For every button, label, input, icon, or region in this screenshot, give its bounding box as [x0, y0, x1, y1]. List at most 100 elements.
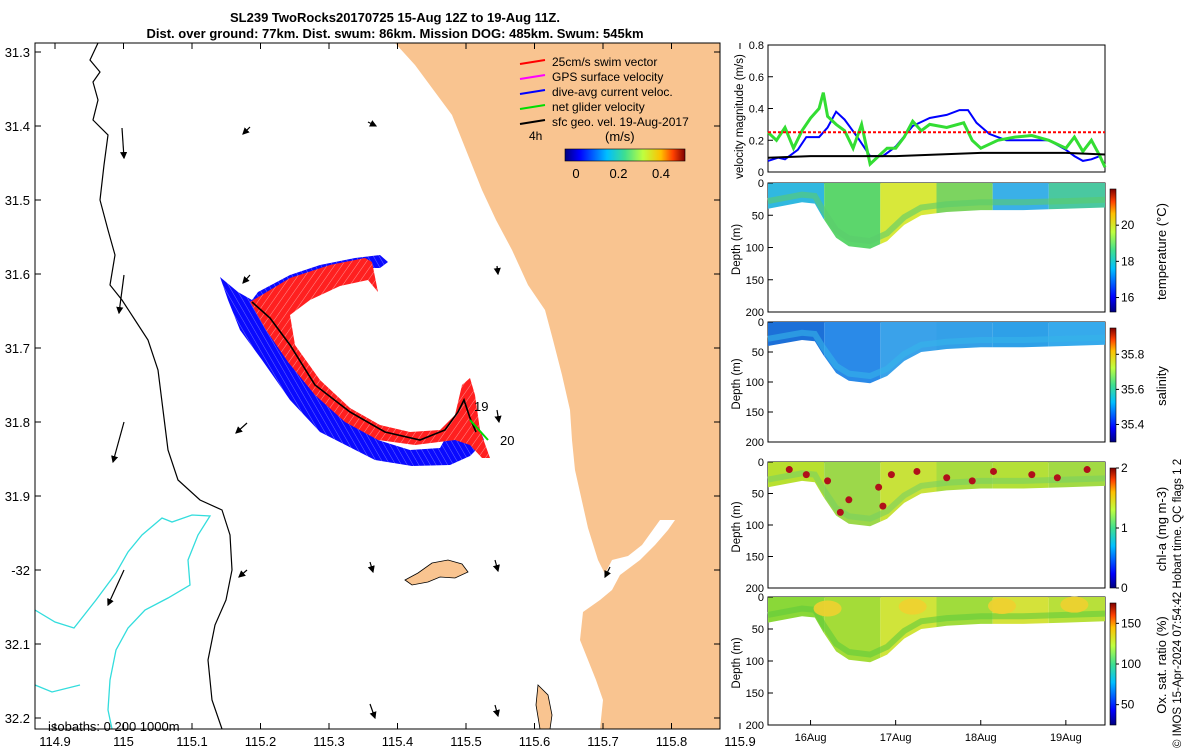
chl-a-high-point: [913, 467, 921, 475]
colorbar-tick-label: 0.4: [652, 166, 670, 181]
velocity-y-tick-label: 0.8: [749, 40, 764, 52]
garden-island: [404, 559, 469, 586]
legend-swatch: [519, 104, 546, 110]
section-deep-band: [767, 329, 1106, 380]
isobath-1000: [35, 514, 212, 729]
section-data-region: [992, 462, 1049, 489]
ox-sat-high-patch: [898, 598, 927, 615]
section-deep-band: [767, 470, 1106, 522]
figure-title: SL239 TwoRocks20170725 15-Aug 12Z to 19-…: [0, 10, 790, 42]
colorbar-tick-label: 100: [1121, 657, 1141, 671]
geo-arrow: [369, 703, 377, 720]
geo-arrow: [235, 422, 248, 434]
geo-arrow: [604, 566, 611, 579]
lon-tick-label: 115.3: [313, 734, 345, 749]
geo-arrow: [494, 409, 502, 424]
section-y-tick-label: 50: [752, 489, 764, 501]
legend-swatch: [519, 119, 546, 125]
section-data-region: [936, 597, 993, 628]
lat-tick-label: 31.6: [5, 267, 30, 282]
velocity-axes-box: [767, 44, 1106, 173]
section-y-tick-label: 200: [746, 437, 764, 449]
section-y-tick-label: 100: [746, 243, 764, 255]
section-y-tick-label: 200: [746, 720, 764, 732]
section-y-tick-label: 0: [758, 457, 764, 469]
title-line-2: Dist. over ground: 77km. Dist. swum: 86k…: [146, 26, 644, 41]
velocity-series-line: [766, 92, 1107, 168]
chl-a-high-point: [968, 477, 976, 485]
colorbar-label: salinity: [1154, 366, 1169, 406]
section-colorbar: [1109, 602, 1117, 726]
legend-label: sfc geo. vel. 19-Aug-2017: [552, 115, 689, 129]
section-data-region: [936, 183, 993, 214]
section-y-tick-label: 100: [746, 520, 764, 532]
legend-label: 25cm/s swim vector: [552, 55, 657, 69]
lon-tick-label: 115.2: [245, 734, 277, 749]
chl-a-high-point: [845, 496, 853, 504]
imos-stamp: © IMOS 15-Apr-2024 07:54:42 Hobart time.…: [1172, 458, 1184, 748]
geo-arrow: [367, 120, 378, 127]
lon-tick-label: 115.9: [724, 734, 756, 749]
section-y-tick-label: 150: [746, 552, 764, 564]
chl-a-high-point: [1028, 471, 1036, 479]
time-x-tick-label: 16Aug: [795, 732, 827, 744]
geo-arrow: [116, 274, 125, 315]
lat-tick-label: 32.1: [5, 637, 30, 652]
lon-tick-label: 115.6: [519, 734, 551, 749]
time-x-tick-label: 18Aug: [965, 732, 997, 744]
colorbar-label: temperature (°C): [1154, 203, 1169, 300]
section-ylabel: Depth (m): [731, 358, 743, 409]
colorbar-tick-label: 2: [1121, 461, 1128, 475]
lat-tick-label: 31.5: [5, 193, 30, 208]
section-y-tick-label: 0: [758, 178, 764, 190]
section-y-tick-label: 200: [746, 583, 764, 595]
chl-a-high-point: [785, 466, 793, 474]
section-y-tick-label: 0: [758, 592, 764, 604]
velocity-series-line: [767, 151, 1106, 159]
lat-tick-label: 31.8: [5, 415, 30, 430]
colorbar-label: Ox. sat. ratio (%): [1154, 616, 1169, 714]
chl-a-high-point: [887, 471, 895, 479]
chl-a-high-point: [943, 474, 951, 482]
lon-tick-label: 115: [113, 734, 134, 749]
ox-sat-high-patch: [813, 600, 842, 617]
legend-swatch: [519, 59, 546, 65]
colorbar-ticks: 0 0.2 0.4: [572, 166, 670, 181]
day-label-20: 20: [500, 433, 514, 448]
chl-a-high-point: [990, 467, 998, 475]
title-line-1: SL239 TwoRocks20170725 15-Aug 12Z to 19-…: [230, 10, 560, 25]
chl-a-high-point: [824, 477, 832, 485]
lat-tick-label: 31.7: [5, 341, 30, 356]
section-y-tick-label: 150: [746, 275, 764, 287]
ox-sat-high-patch: [988, 597, 1017, 614]
ox-sat-high-patch: [1060, 596, 1089, 613]
section-deep-band: [767, 191, 1106, 245]
map-axes: 114.9 115 115.1 115.2 115.3 115.4 115.5 115.6 11…: [5, 43, 756, 749]
lon-tick-label: 114.9: [39, 734, 71, 749]
geo-arrow: [242, 274, 251, 284]
geo-arrow: [107, 569, 125, 607]
section-y-tick-label: 50: [752, 347, 764, 359]
section-deep-band: [767, 605, 1106, 658]
lat-tick-label: 31.9: [5, 489, 30, 504]
legend-swatch: [519, 89, 546, 95]
colorbar-tick-label: 0: [1121, 581, 1128, 595]
lat-tick-label: 31.3: [5, 45, 30, 60]
colorbar-tick-label: 18: [1121, 254, 1135, 268]
geo-arrow: [492, 559, 500, 573]
legend-label: dive-avg current veloc.: [552, 85, 673, 99]
section-data-region: [936, 322, 993, 351]
section-data-region: [768, 597, 825, 634]
section-data-region: [1048, 322, 1105, 347]
section-y-tick-label: 50: [752, 624, 764, 636]
geo-arrow: [242, 126, 251, 135]
colorbar-tick-label: 20: [1121, 218, 1135, 232]
colorbar-tick-label: 0: [572, 166, 579, 181]
section-colorbar: [1109, 327, 1117, 443]
colorbar-label: chl-a (mg m-3): [1154, 487, 1169, 572]
section-ylabel: Depth (m): [731, 224, 743, 275]
speed-colorbar: [564, 148, 686, 162]
colorbar-tick-label: 1: [1121, 521, 1128, 535]
lat-tick-label: 31.4: [5, 119, 30, 134]
